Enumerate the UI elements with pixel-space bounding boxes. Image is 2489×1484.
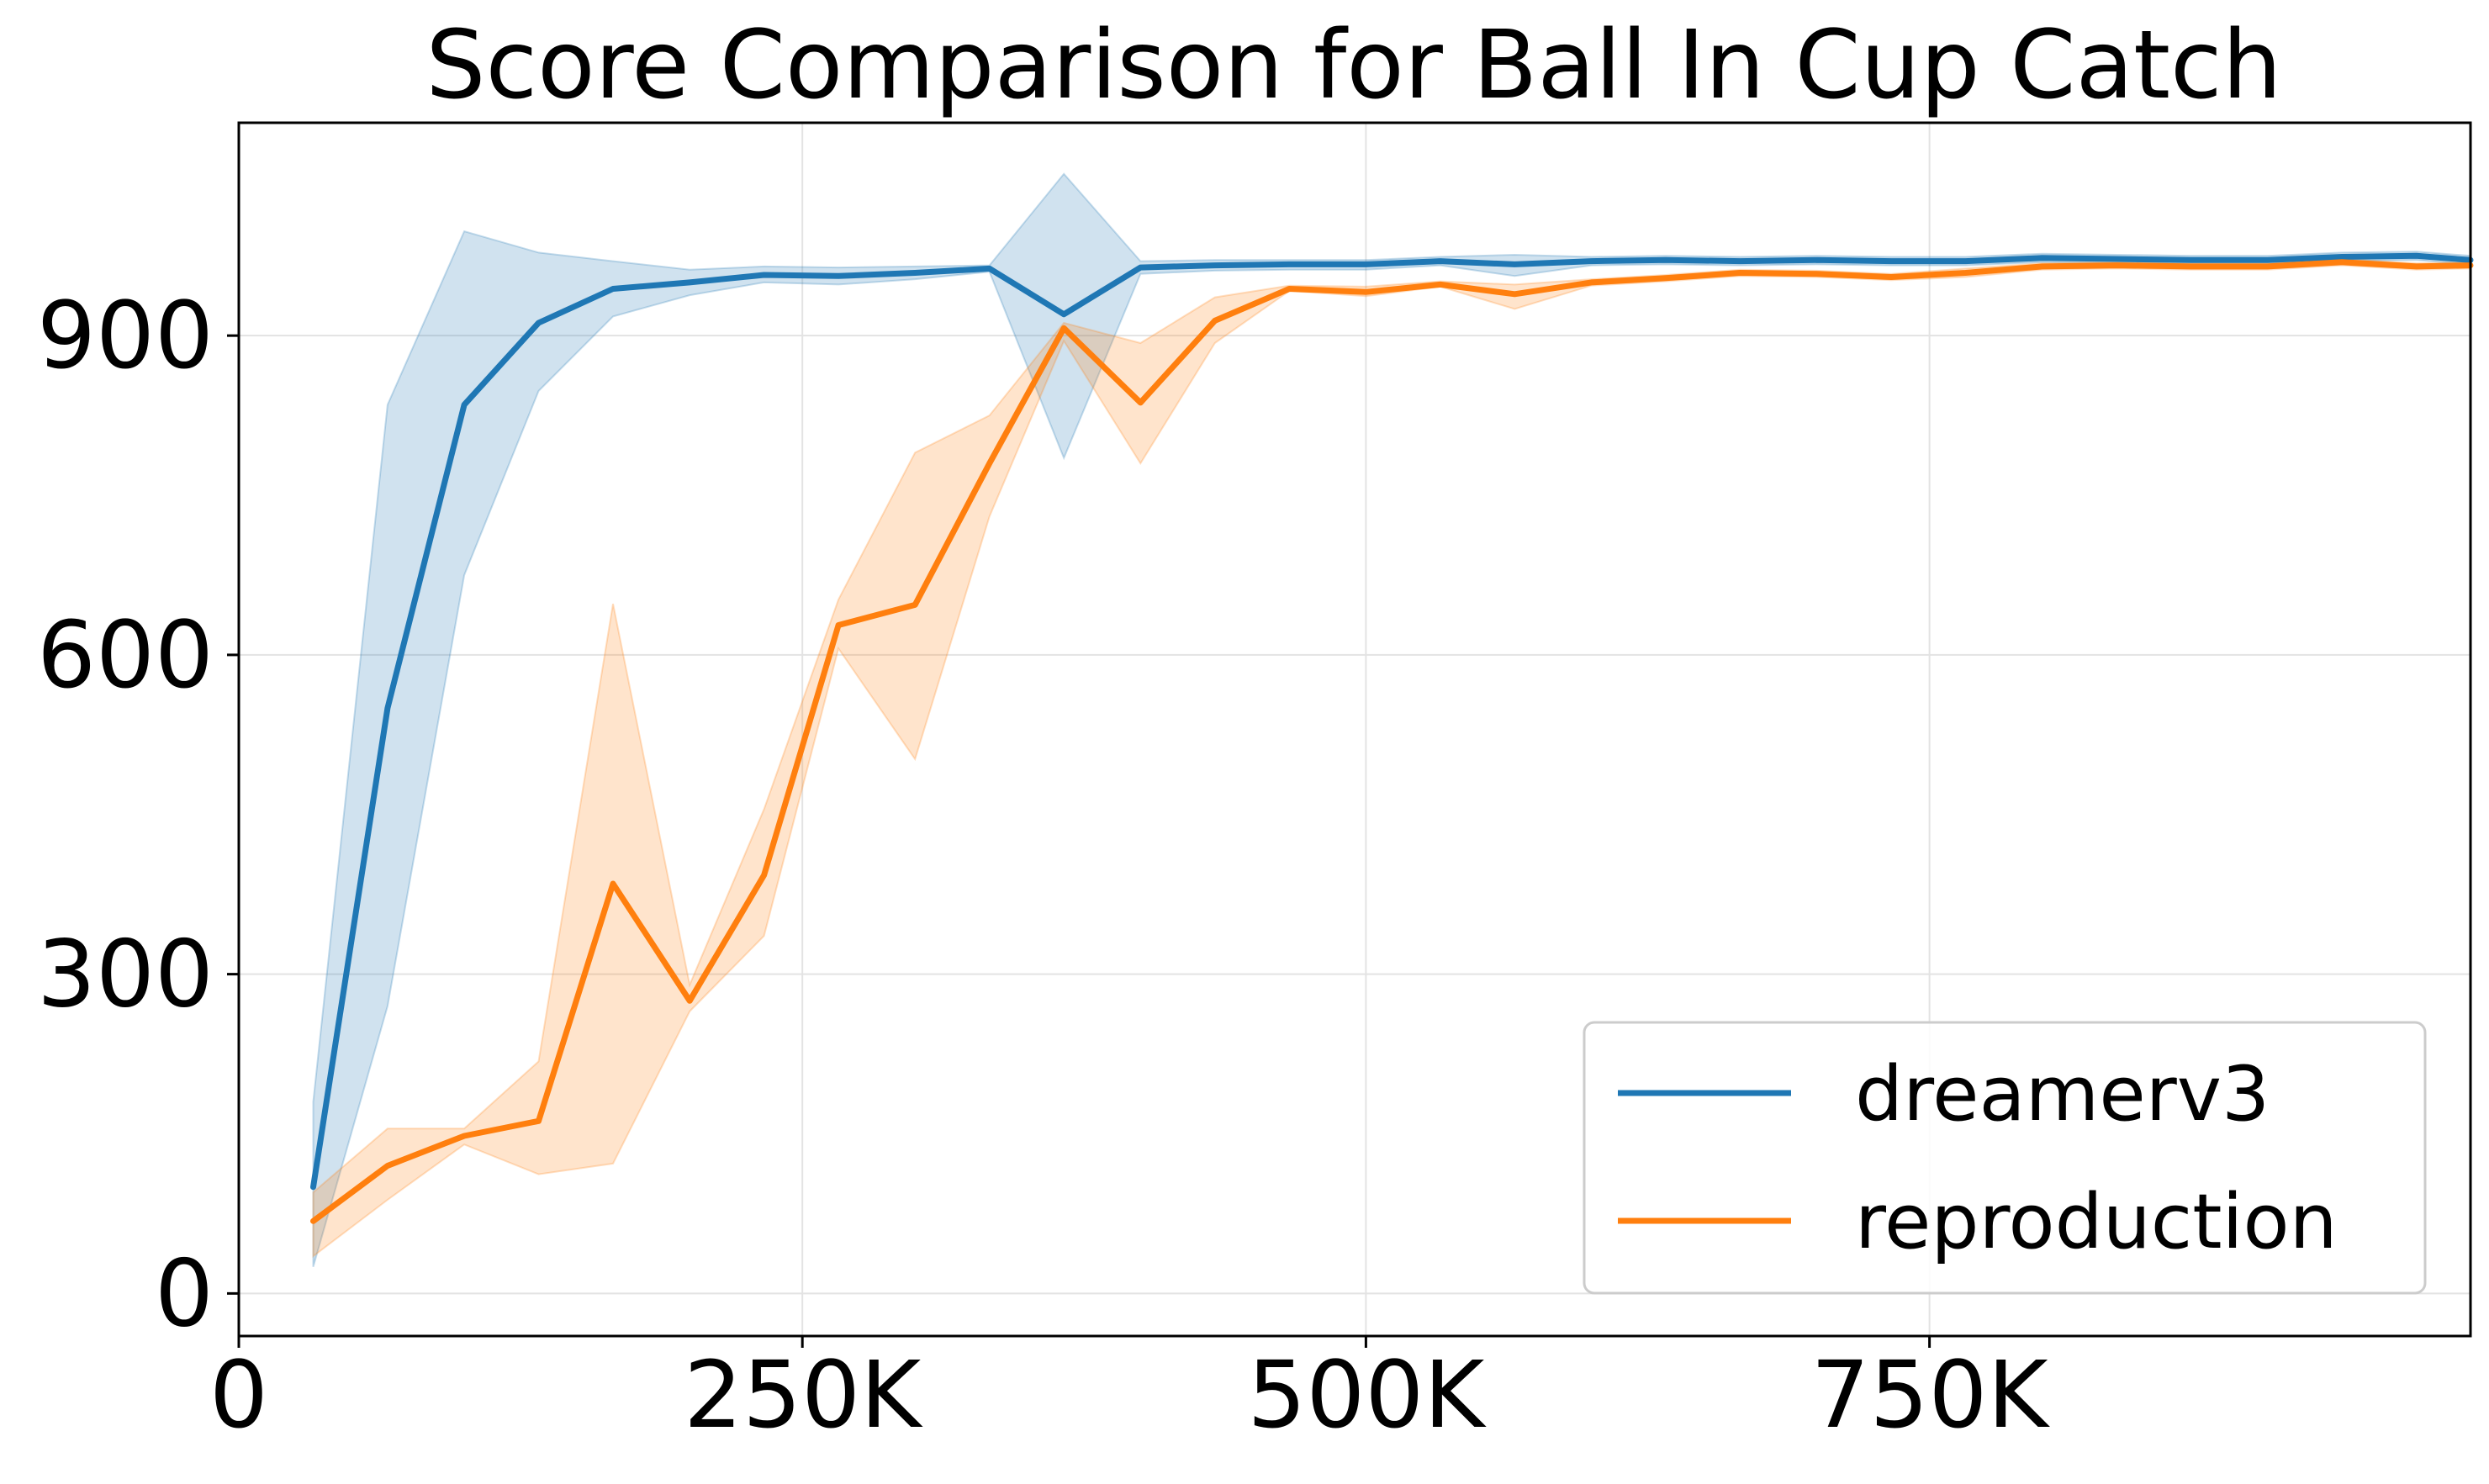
legend-label: dreamerv3 [1855,1050,2270,1138]
y-tick-label: 0 [155,1239,214,1347]
dreamerv3-line [310,252,2474,1191]
y-tick-label: 600 [37,601,214,709]
y-axis: 0 300 600 900 [37,282,239,1347]
plot-frame [237,121,2472,1338]
legend-label: reproduction [1855,1178,2338,1266]
reproduction-line [310,259,2474,1224]
x-tick-label: 0 [209,1341,268,1449]
y-tick-label: 900 [37,282,214,389]
x-tick-label: 750K [1811,1341,2051,1449]
x-tick-label: 250K [684,1341,923,1449]
series-lines [310,252,2474,1224]
x-axis: 0 250K 500K 750K [209,1336,2051,1449]
x-tick-label: 500K [1247,1341,1487,1449]
legend: dreamerv3 reproduction [1583,1021,2427,1295]
chart-title: Score Comparison for Ball In Cup Catch [425,11,2281,120]
y-tick-label: 300 [37,921,214,1028]
legend-box [1583,1021,2427,1295]
